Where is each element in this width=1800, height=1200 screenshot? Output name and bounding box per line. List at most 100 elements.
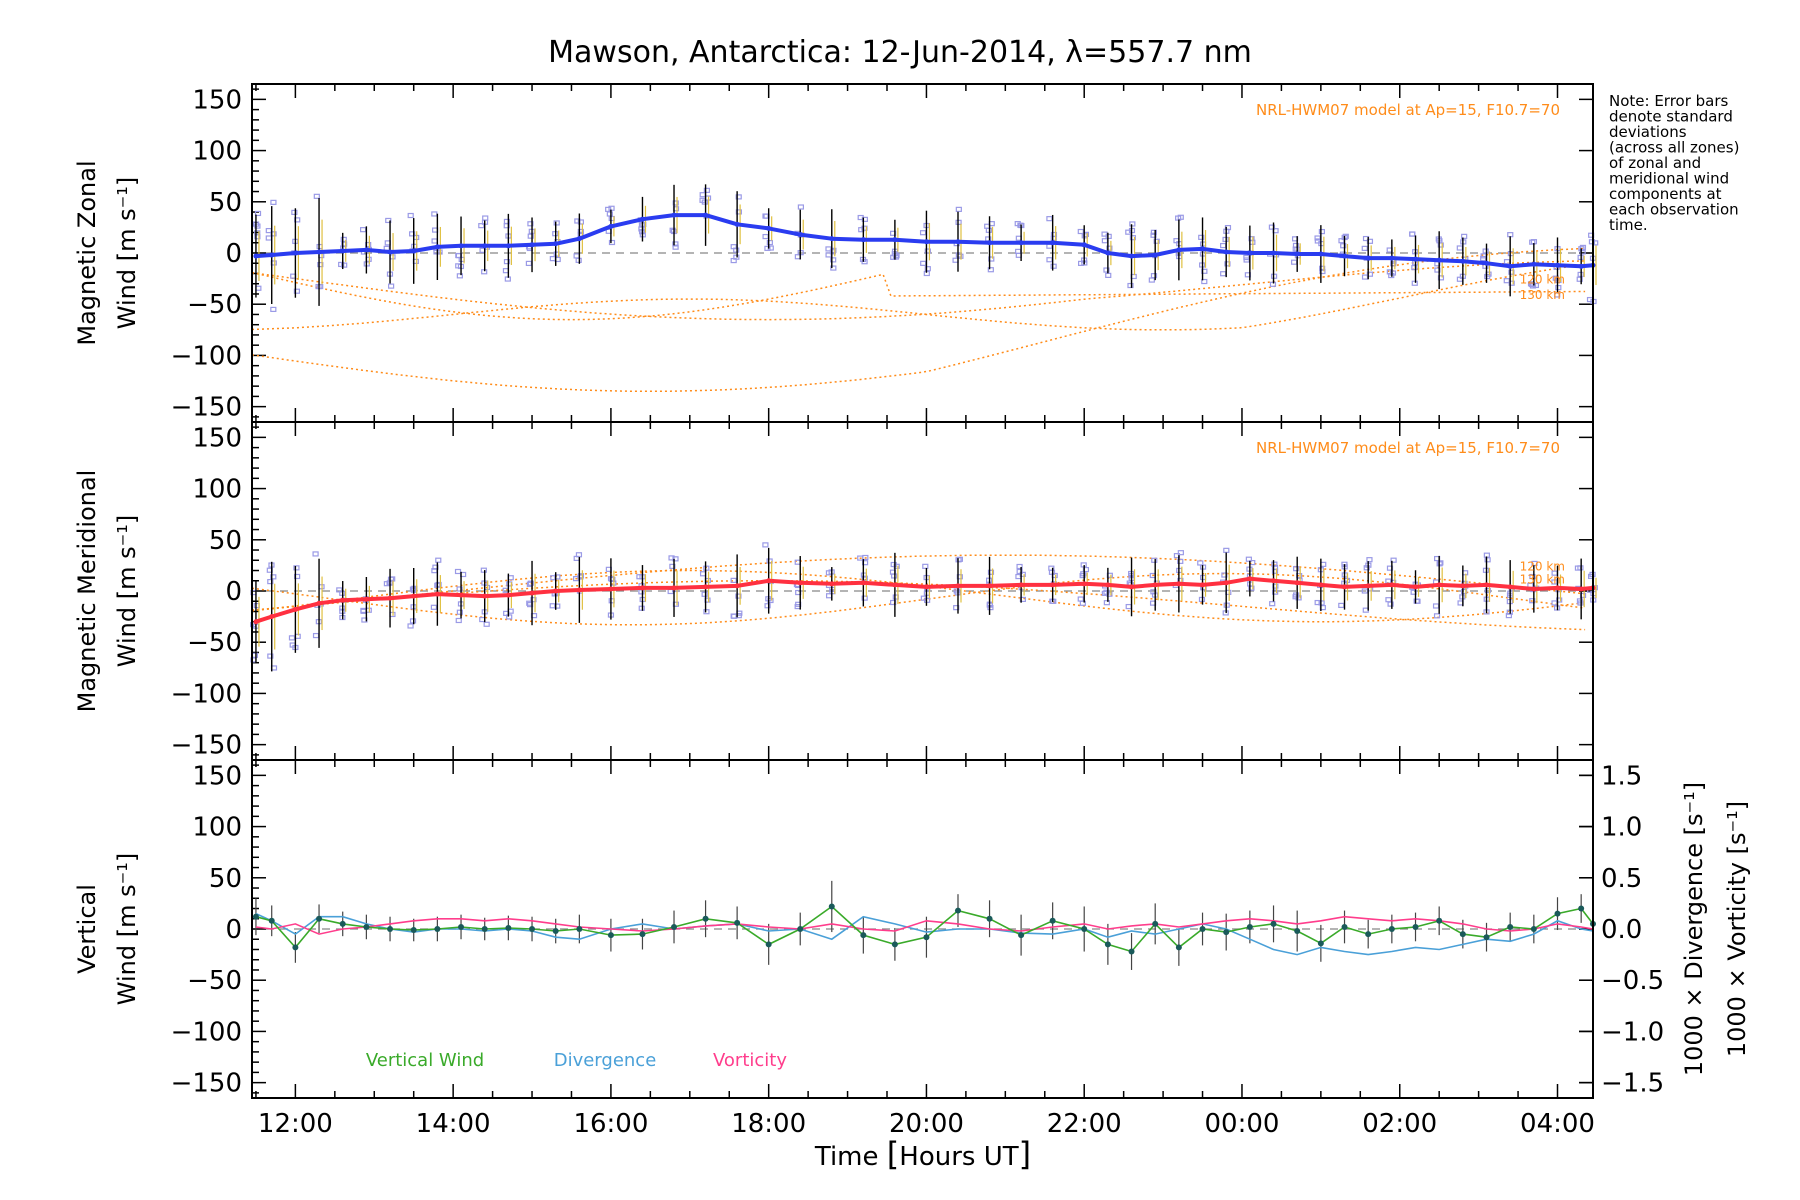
meridional-series-point [1507,584,1513,590]
meridional-zone-marker [293,565,300,571]
zonal-series-point [292,250,298,256]
zonal-zone-marker [605,206,612,212]
meridional-series-point [576,587,582,593]
zonal-zone-marker [265,235,272,241]
meridional-zone-marker [672,556,679,562]
vertical-wind-point [765,941,772,948]
meridional-zone-marker [762,542,769,548]
zonal-zone-marker [478,223,485,229]
zonal-series-point [553,241,559,247]
zonal-zone-marker [456,273,463,279]
x-tick-label: 12:00 [258,1109,333,1139]
note-line: denote standard [1609,108,1733,126]
meridional-series-point [860,580,866,586]
zonal-ytick-label: −50 [187,290,242,320]
meridional-series-point [1050,582,1056,588]
meridional-zone-marker [312,632,320,639]
zonal-zone-marker [924,248,931,254]
zonal-zone-marker [924,266,931,272]
zonal-zone-marker [1248,236,1255,242]
right-ytick-label: 0.5 [1601,864,1642,894]
zonal-model-curve [251,271,1586,321]
zonal-zone-marker [291,209,298,215]
meridional-ytick-label: 100 [192,475,242,505]
zonal-series-point [505,243,511,249]
meridional-series-point [923,584,929,590]
vertical-wind-point [481,926,488,932]
zonal-series-point [269,252,275,258]
vertical-wind-point [1246,923,1253,930]
zonal-zone-marker [987,267,994,273]
vertical-wind-point [268,917,275,924]
meridional-zone-marker [699,571,707,577]
zonal-zone-marker [735,194,742,200]
vertical-wind-point [860,932,867,939]
zonal-zone-marker [1484,273,1491,280]
vertical-wind-point [1554,910,1561,917]
vertical-wind-point [1081,926,1088,932]
meridional-zone-marker [1223,547,1230,553]
zonal-series-point [1294,251,1300,257]
meridional-series-point [671,585,677,591]
legend-item-vorticity: Vorticity [713,1050,787,1071]
zonal-zone-marker [1150,229,1157,235]
meridional-series-point [316,600,322,606]
x-tick-label: 02:00 [1362,1109,1437,1139]
zonal-series-point [955,239,961,245]
zonal-zone-marker [861,225,868,231]
meridional-zone-marker [1103,600,1110,606]
meridional-zone-marker [1293,592,1300,598]
zonal-zone-marker [1456,245,1463,251]
zonal-model-height-label: 120 km [1520,273,1565,287]
vertical-wind-point [529,926,536,932]
zonal-zone-marker [254,230,261,236]
zonal-zone-marker [270,306,277,313]
vertical-wind-point [734,919,741,926]
vertical-wind-point [252,913,259,920]
zonal-series-point [639,216,645,222]
zonal-zone-marker [735,209,742,215]
meridional-series-point [1176,581,1182,587]
zonal-zone-marker [1148,277,1155,283]
vertical-wind-point [1294,928,1301,935]
zonal-zone-marker [1361,274,1369,280]
meridional-zone-marker [267,653,274,659]
zonal-zone-marker [1101,238,1108,244]
meridional-series-point [639,585,645,591]
vertical-ytick-label: −100 [171,1017,242,1047]
panel-meridional: 150 100 50 0 −50 −100 −150 Magnetic Meridional W… [73,421,1598,761]
meridional-zone-marker [577,573,584,579]
meridional-zone-marker [360,607,367,614]
zonal-zone-marker [1319,268,1326,275]
vertical-wind-point [923,934,930,941]
zonal-zone-marker [577,219,584,225]
vertical-wind-point [1152,920,1159,927]
zonal-series-point [1176,247,1182,253]
meridional-zone-marker [1390,557,1397,563]
zonal-zone-marker [1291,259,1298,265]
zonal-ytick-label: 150 [192,85,242,115]
meridional-model-height-label: 130 km [1520,573,1565,587]
zonal-ytick-label: 0 [225,239,242,269]
meridional-zone-marker [431,568,438,574]
meridional-series-point [1018,582,1024,588]
vertical-ytick-label: 100 [192,813,242,843]
meridional-series-point [1152,582,1158,588]
vertical-wind-point [891,941,898,948]
vertical-wind-point [671,923,678,930]
zonal-zone-marker [1318,228,1325,235]
vertical-wind-point [954,907,961,914]
zonal-series-point [1555,262,1561,268]
meridional-series-point [1531,586,1537,592]
zonal-zone-marker [1434,267,1441,273]
zonal-zone-marker [1411,280,1418,286]
x-tick-label: 16:00 [573,1109,648,1139]
zonal-zone-marker [549,256,556,262]
zonal-series-point [923,239,929,245]
zonal-series-point [1413,256,1419,262]
meridional-zone-marker [668,555,675,561]
zonal-zone-marker [1361,245,1368,251]
meridional-zone-marker [703,609,710,615]
meridional-zone-marker [270,574,277,580]
zonal-model-curve [251,263,1586,331]
